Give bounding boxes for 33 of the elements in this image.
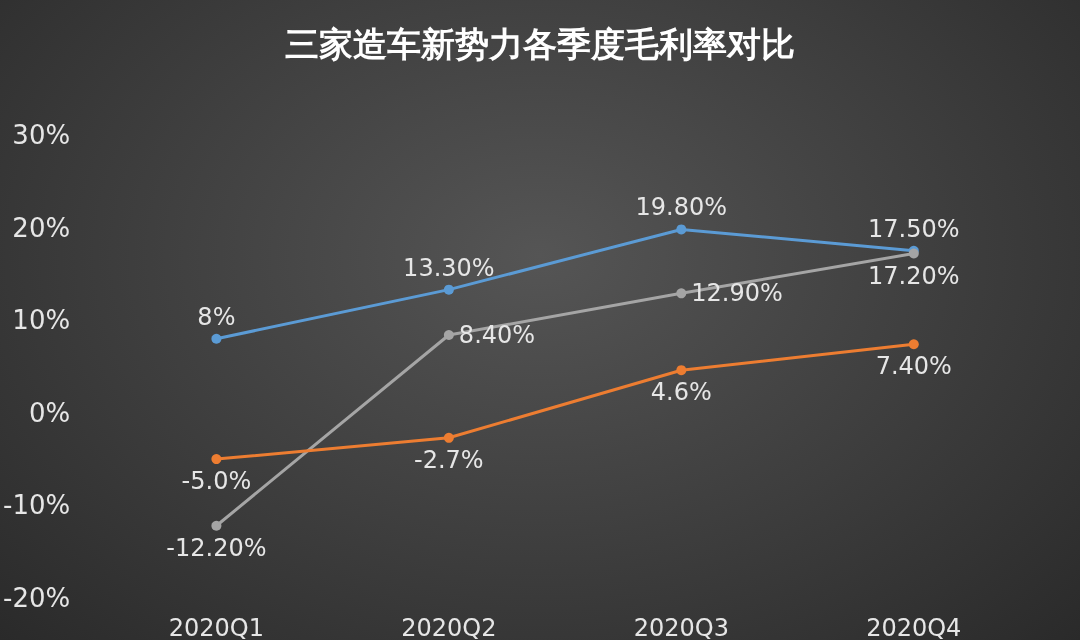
data-label: 19.80% [635, 193, 728, 222]
point [908, 339, 919, 350]
point [676, 288, 687, 299]
point [443, 284, 454, 295]
y-tick-label: -10% [3, 490, 71, 521]
data-label: 4.6% [650, 378, 712, 407]
x-tick-label: 2020Q4 [866, 614, 962, 640]
y-tick-label: -20% [3, 583, 71, 613]
y-tick-label: 30% [12, 120, 71, 150]
data-label: 17.50% [868, 214, 960, 243]
data-label: 12.90% [691, 279, 783, 308]
data-label: 13.30% [403, 253, 495, 282]
point [211, 333, 222, 344]
point [676, 224, 687, 235]
data-label: -5.0% [181, 467, 252, 496]
point [443, 432, 454, 443]
x-tick-label: 2020Q2 [401, 614, 497, 640]
x-tick-label: 2020Q3 [633, 614, 729, 640]
point [443, 330, 454, 341]
x-tick-label: 2020Q1 [168, 614, 265, 640]
point [211, 454, 222, 465]
data-label: 8.40% [458, 321, 536, 350]
y-tick-label: 20% [12, 212, 71, 243]
data-label: 7.40% [875, 352, 952, 381]
point [211, 520, 222, 531]
point [676, 365, 687, 376]
data-label: 8% [197, 302, 236, 331]
y-tick-label: 0% [28, 397, 71, 428]
chart-title: 三家造车新势力各季度毛利率对比 [285, 24, 795, 64]
data-label: -12.20% [166, 533, 267, 562]
data-label: 17.20% [868, 261, 960, 290]
y-tick-label: 10% [12, 305, 71, 336]
data-label: -2.7% [414, 445, 484, 474]
